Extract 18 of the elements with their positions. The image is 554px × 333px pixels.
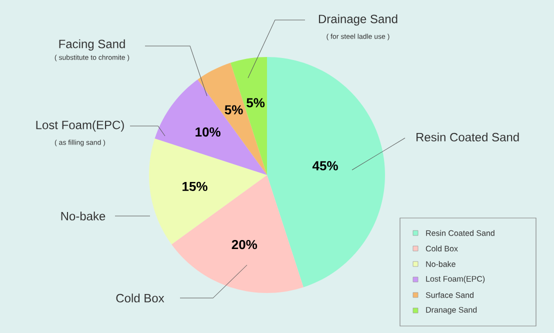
legend-label: Dranage Sand: [426, 306, 477, 314]
text: Cold Box: [116, 294, 164, 302]
data-label: 45%: [312, 161, 338, 170]
data-label: 5%: [224, 105, 243, 114]
legend-label: No-bake: [426, 261, 456, 267]
data-label: 20%: [232, 240, 258, 250]
legend-label: Surface Sand: [426, 292, 474, 298]
data-label: 15%: [182, 182, 208, 192]
legend-label: Resin Coated Sand: [426, 230, 494, 236]
data-label: 5%: [246, 98, 265, 108]
text: Lost Foam(EPC): [36, 120, 124, 132]
text: Drainage Sand: [318, 14, 398, 26]
legend-label: Cold Box: [426, 246, 458, 252]
text: Resin Coated Sand: [416, 132, 519, 142]
text: Facing Sand: [59, 39, 125, 51]
text: No-bake: [61, 212, 106, 220]
data-label: 10%: [196, 127, 220, 137]
legend-label: Lost Foam(EPC): [426, 276, 485, 284]
